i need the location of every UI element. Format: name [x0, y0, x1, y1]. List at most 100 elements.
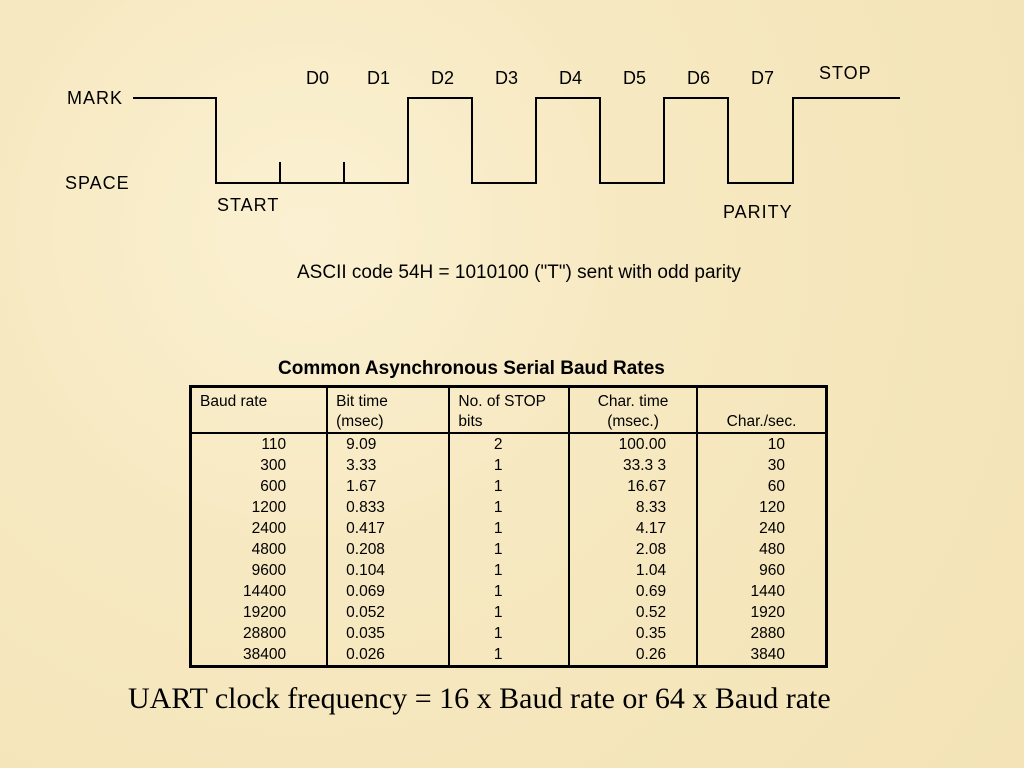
table-row: 2400 0.417 1 4.17 240	[191, 518, 827, 539]
table-cell: 480	[696, 539, 827, 560]
table-cell: 2.08	[568, 539, 698, 560]
table-row: 19200 0.052 1 0.52 1920	[191, 602, 827, 623]
table-cell: 0.069	[326, 581, 450, 602]
table-cell: 33.3 3	[568, 455, 698, 476]
table-cell: 10	[696, 433, 827, 455]
table-row: 4800 0.208 1 2.08 480	[191, 539, 827, 560]
table-cell: 2880	[696, 623, 827, 644]
table-cell: 0.052	[326, 602, 450, 623]
table-cell: 1	[448, 581, 570, 602]
table-row: 110 9.09 2 100.00 10	[191, 433, 827, 455]
table-header-row: Baud rate Bit time (msec) No. of STOP bits Ch…	[190, 386, 827, 434]
column-header: Bit time (msec)	[326, 386, 450, 434]
signal-line	[133, 97, 900, 184]
table-cell: 38400	[243, 646, 287, 663]
column-header: Char. time (msec.)	[568, 386, 698, 434]
table-row: 1200 0.833 1 8.33 120	[191, 497, 827, 518]
header-line: Baud rate	[200, 393, 268, 410]
table-cell: 0.026	[326, 644, 450, 667]
table-cell: 0.035	[326, 623, 450, 644]
table-row: 14400 0.069 1 0.69 1440	[191, 581, 827, 602]
table-title: Common Asynchronous Serial Baud Rates	[278, 358, 665, 379]
table-cell: 1200	[251, 499, 287, 516]
bit-label-d3: D3	[495, 68, 519, 88]
table-cell: 3840	[696, 644, 827, 667]
table-cell: 100.00	[568, 433, 698, 455]
table-cell: 4800	[251, 541, 287, 558]
table-row: 600 1.67 1 16.67 60	[191, 476, 827, 497]
header-line: Char./sec.	[726, 413, 797, 430]
bit-label-d2: D2	[431, 68, 455, 88]
table-cell: 0.833	[326, 497, 450, 518]
parity-label: PARITY	[723, 202, 793, 222]
table-cell: 4.17	[568, 518, 698, 539]
table-cell: 0.69	[568, 581, 698, 602]
table-cell: 600	[260, 478, 287, 495]
table-cell: 1	[448, 518, 570, 539]
table-cell: 0.104	[326, 560, 450, 581]
header-line	[200, 412, 318, 432]
table-cell: 1	[448, 644, 570, 667]
table-cell: 2	[448, 433, 570, 455]
table-cell: 1.04	[568, 560, 698, 581]
baud-rate-table: Baud rate Bit time (msec) No. of STOP bits Ch…	[189, 385, 828, 668]
table-cell: 30	[696, 455, 827, 476]
header-line: Char. time	[597, 393, 669, 410]
table-cell: 14400	[243, 583, 287, 600]
table-cell: 1	[448, 476, 570, 497]
table-cell: 60	[696, 476, 827, 497]
bit-label-d7: D7	[751, 68, 775, 88]
start-label: START	[217, 195, 280, 215]
bit-label-d0: D0	[306, 68, 330, 88]
table-cell: 3.33	[326, 455, 450, 476]
table-cell: 1	[448, 455, 570, 476]
table-cell: 110	[261, 436, 287, 453]
table-cell: 9600	[251, 562, 287, 579]
column-header: Char./sec.	[696, 386, 827, 434]
table-cell: 1	[448, 497, 570, 518]
table-cell: 1.67	[326, 476, 450, 497]
table-cell: 8.33	[568, 497, 698, 518]
header-line: No. of STOP	[458, 393, 546, 410]
footer-text: UART clock frequency = 16 x Baud rate or…	[128, 682, 831, 715]
space-label: SPACE	[65, 173, 130, 193]
bit-label-d5: D5	[623, 68, 647, 88]
bit-label-d1: D1	[367, 68, 391, 88]
uart-waveform	[133, 97, 900, 184]
table-cell: 1	[448, 602, 570, 623]
table-cell: 960	[696, 560, 827, 581]
table-cell: 1	[448, 560, 570, 581]
table-cell: 1	[448, 539, 570, 560]
bit-label-d4: D4	[559, 68, 583, 88]
column-header: No. of STOP bits	[448, 386, 570, 434]
header-line: (msec.)	[607, 413, 659, 430]
table-cell: 0.35	[568, 623, 698, 644]
table-cell: 1	[448, 623, 570, 644]
table-row: 9600 0.104 1 1.04 960	[191, 560, 827, 581]
header-line: bits	[458, 413, 483, 430]
table-cell: 16.67	[568, 476, 698, 497]
table-cell: 300	[260, 457, 287, 474]
table-row: 28800 0.035 1 0.35 2880	[191, 623, 827, 644]
header-line: (msec)	[336, 413, 384, 430]
table-row: 300 3.33 1 33.3 3 30	[191, 455, 827, 476]
table-cell: 0.417	[326, 518, 450, 539]
bit-label-d6: D6	[687, 68, 711, 88]
table-row: 38400 0.026 1 0.26 3840	[191, 644, 827, 667]
table-cell: 2400	[251, 520, 287, 537]
table-cell: 9.09	[326, 433, 450, 455]
table-cell: 19200	[243, 604, 287, 621]
table-cell: 1920	[696, 602, 827, 623]
stop-label: STOP	[819, 63, 872, 83]
waveform-caption: ASCII code 54H = 1010100 ("T") sent with…	[297, 262, 741, 283]
mark-label: MARK	[67, 88, 124, 108]
table-cell: 240	[696, 518, 827, 539]
header-line: Bit time	[336, 393, 388, 410]
table-cell: 0.26	[568, 644, 698, 667]
table-cell: 0.52	[568, 602, 698, 623]
table-cell: 120	[696, 497, 827, 518]
column-header: Baud rate	[190, 386, 328, 434]
table-cell: 28800	[243, 625, 287, 642]
table-cell: 1440	[696, 581, 827, 602]
table-cell: 0.208	[326, 539, 450, 560]
